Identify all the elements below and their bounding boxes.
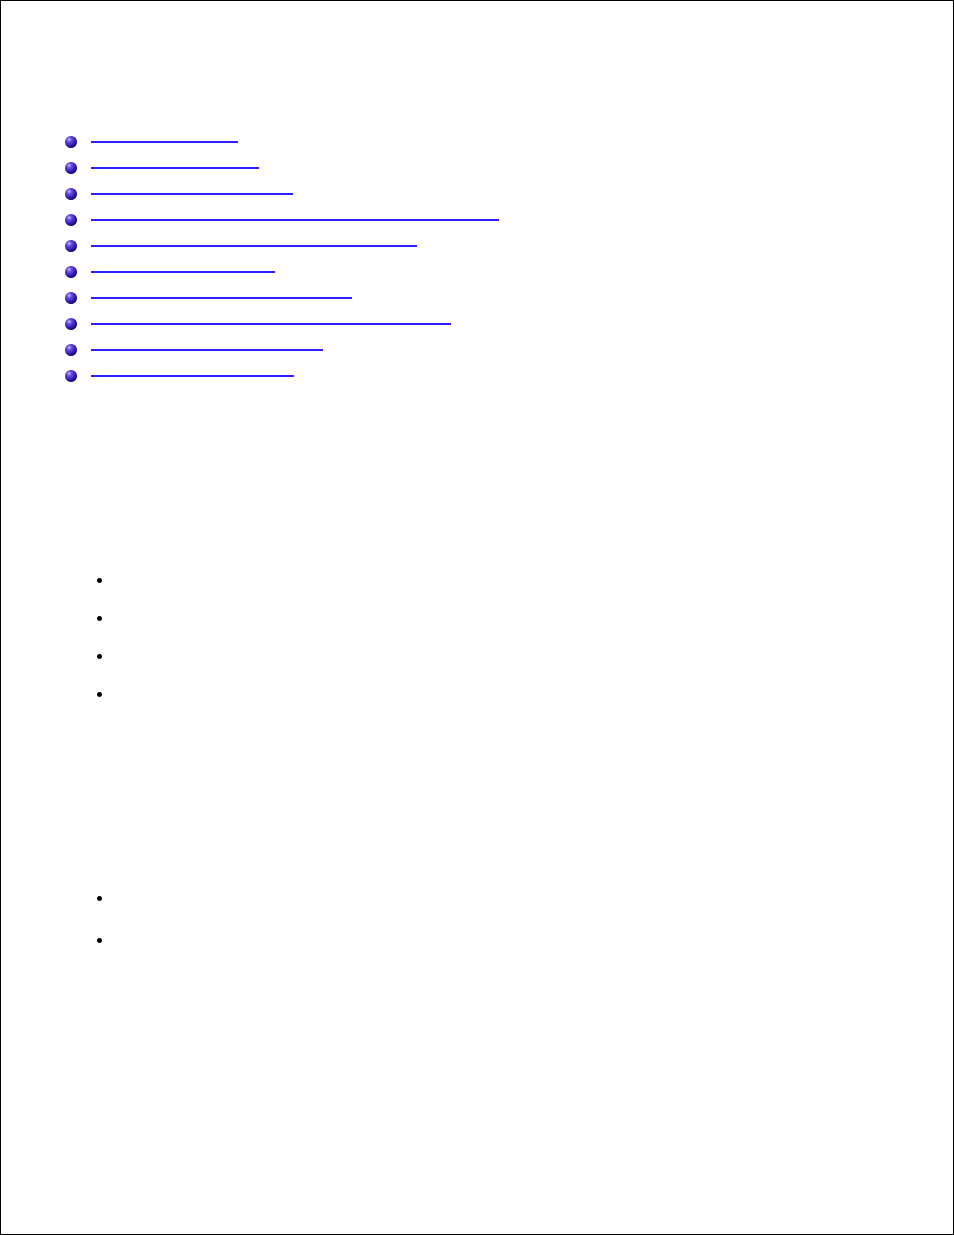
- link-item[interactable]: [65, 285, 953, 311]
- bullet-dot-icon: [97, 896, 102, 901]
- bullet-dot-icon: [97, 616, 102, 621]
- link-item[interactable]: [65, 129, 953, 155]
- sphere-bullet-icon: [65, 162, 77, 174]
- bullet-item: [97, 637, 102, 675]
- bullet-dot-icon: [97, 938, 102, 943]
- link-item[interactable]: [65, 311, 953, 337]
- sphere-bullet-icon: [65, 370, 77, 382]
- bullet-item: [97, 919, 102, 961]
- sphere-bullet-icon: [65, 318, 77, 330]
- link-item[interactable]: [65, 207, 953, 233]
- bullet-item: [97, 561, 102, 599]
- link-item[interactable]: [65, 155, 953, 181]
- link-underline[interactable]: [91, 323, 451, 325]
- bullet-list-2: [97, 877, 102, 961]
- sphere-bullet-icon: [65, 292, 77, 304]
- link-list: [65, 129, 953, 389]
- link-underline[interactable]: [91, 219, 499, 221]
- link-underline[interactable]: [91, 375, 294, 377]
- sphere-bullet-icon: [65, 188, 77, 200]
- sphere-bullet-icon: [65, 136, 77, 148]
- sphere-bullet-icon: [65, 344, 77, 356]
- link-underline[interactable]: [91, 271, 275, 273]
- link-item[interactable]: [65, 259, 953, 285]
- bullet-list-1: [97, 561, 102, 713]
- sphere-bullet-icon: [65, 266, 77, 278]
- link-item[interactable]: [65, 337, 953, 363]
- link-underline[interactable]: [91, 141, 238, 143]
- link-item[interactable]: [65, 363, 953, 389]
- link-underline[interactable]: [91, 245, 417, 247]
- bullet-item: [97, 675, 102, 713]
- bullet-item: [97, 599, 102, 637]
- bullet-dot-icon: [97, 692, 102, 697]
- bullet-dot-icon: [97, 578, 102, 583]
- link-item[interactable]: [65, 181, 953, 207]
- document-page: { "colors": { "link_line": "#2b1eff", "s…: [0, 0, 954, 1235]
- bullet-dot-icon: [97, 654, 102, 659]
- link-underline[interactable]: [91, 349, 323, 351]
- link-underline[interactable]: [91, 297, 352, 299]
- sphere-bullet-icon: [65, 240, 77, 252]
- sphere-bullet-icon: [65, 214, 77, 226]
- link-underline[interactable]: [91, 167, 259, 169]
- link-underline[interactable]: [91, 193, 293, 195]
- bullet-item: [97, 877, 102, 919]
- link-item[interactable]: [65, 233, 953, 259]
